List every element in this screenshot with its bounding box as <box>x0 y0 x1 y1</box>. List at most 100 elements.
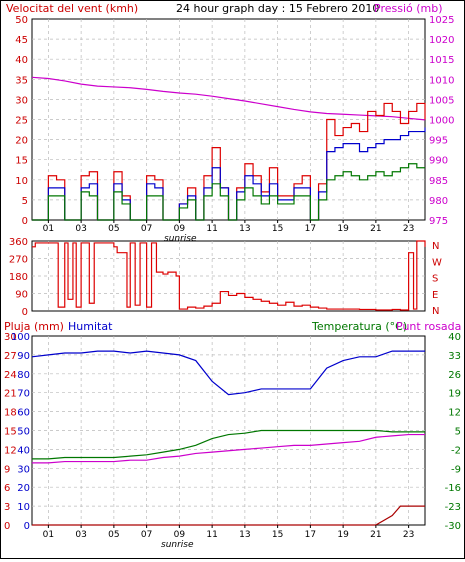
x-tick-label: 13 <box>239 224 250 234</box>
y-right-tick-label: 1020 <box>429 35 454 46</box>
y-right-tick-label: 1000 <box>429 116 454 127</box>
wind-direction-line <box>32 240 426 311</box>
y-rain-tick-label: 15 <box>4 427 17 438</box>
y-right-tick-label: 985 <box>429 176 448 187</box>
y-right-tick-label: 995 <box>429 136 448 147</box>
y-rain-tick-label: 3 <box>4 502 10 513</box>
compass-letter: E <box>432 290 438 301</box>
y-right-tick-label: 1025 <box>429 15 454 26</box>
humidity-line <box>31 350 425 396</box>
y-dir-tick-label: 270 <box>9 255 28 266</box>
y-rain-tick-label: 18 <box>4 408 17 419</box>
x-tick-label: 01 <box>43 530 54 540</box>
y-left-tick-label: 40 <box>15 55 28 66</box>
y-temp-tick-label: -23 <box>445 502 461 513</box>
y-left-tick-label: 25 <box>15 116 28 127</box>
x-tick-label: 05 <box>108 224 119 234</box>
y-humidity-tick-label: 80 <box>17 370 30 381</box>
y-rain-tick-label: 21 <box>4 389 17 400</box>
y-dir-tick-label: 0 <box>22 307 28 318</box>
y-humidity-tick-label: 50 <box>17 427 30 438</box>
y-humidity-tick-label: 100 <box>11 332 30 343</box>
x-tick-label: 09 <box>174 224 186 234</box>
x-tick-label: 07 <box>141 224 152 234</box>
y-right-tick-label: 1005 <box>429 95 454 106</box>
x-tick-label: 11 <box>206 224 217 234</box>
x-tick-label: 17 <box>305 530 316 540</box>
y-temp-tick-label: -30 <box>445 521 461 532</box>
humidity-label: Humitat <box>68 320 113 333</box>
y-dir-tick-label: 90 <box>15 290 28 301</box>
y-left-tick-label: 0 <box>22 216 28 227</box>
x-tick-label: 15 <box>272 224 283 234</box>
y-rain-tick-label: 0 <box>4 521 10 532</box>
y-rain-tick-label: 30 <box>4 332 17 343</box>
pressure-label: Pressió (mb) <box>374 2 443 15</box>
y-humidity-tick-label: 60 <box>17 408 30 419</box>
compass-letter: N <box>432 306 439 317</box>
y-right-tick-label: 990 <box>429 156 448 167</box>
x-tick-label: 03 <box>75 224 86 234</box>
sunrise-label-bottom: sunrise <box>161 540 194 550</box>
x-tick-label: 21 <box>370 224 381 234</box>
dewpoint-line <box>32 433 425 464</box>
y-rain-tick-label: 12 <box>4 445 17 456</box>
y-temp-tick-label: -16 <box>445 483 461 494</box>
y-temp-tick-label: -9 <box>451 464 461 475</box>
y-right-tick-label: 1015 <box>429 55 454 66</box>
y-left-tick-label: 15 <box>15 156 28 167</box>
y-humidity-tick-label: 90 <box>17 351 30 362</box>
y-humidity-tick-label: 0 <box>24 521 30 532</box>
y-temp-tick-label: 12 <box>448 408 461 419</box>
temperature-line <box>32 429 425 460</box>
x-tick-label: 07 <box>141 530 152 540</box>
y-temp-tick-label: 5 <box>455 427 461 438</box>
wind-pressure-panel: Velocitat del vent (kmh) 24 hour graph d… <box>6 2 454 244</box>
sunrise-label-top: sunrise <box>164 234 197 244</box>
y-left-tick-label: 5 <box>22 196 28 207</box>
compass-letter: W <box>432 257 442 268</box>
y-temp-tick-label: 19 <box>448 389 461 400</box>
x-tick-label: 23 <box>403 224 414 234</box>
compass-letter: N <box>432 241 439 252</box>
y-temp-tick-label: 33 <box>448 351 461 362</box>
x-tick-label: 05 <box>108 530 119 540</box>
pressure-line <box>31 76 426 121</box>
x-tick-label: 11 <box>206 530 217 540</box>
x-tick-label: 21 <box>370 530 381 540</box>
x-tick-label: 13 <box>239 530 250 540</box>
y-right-tick-label: 980 <box>429 196 448 207</box>
x-tick-label: 19 <box>337 530 349 540</box>
temperature-label: Temperatura (°C) <box>311 320 407 333</box>
y-humidity-tick-label: 70 <box>17 389 30 400</box>
wind-speed-label: Velocitat del vent (kmh) <box>6 2 138 15</box>
x-tick-label: 19 <box>337 224 349 234</box>
wind-low-line <box>32 163 425 221</box>
y-temp-tick-label: 40 <box>448 332 461 343</box>
y-left-tick-label: 50 <box>15 15 28 26</box>
rain-label: Pluja (mm) <box>4 320 64 333</box>
y-temp-tick-label: -2 <box>451 445 461 456</box>
y-humidity-tick-label: 20 <box>17 483 30 494</box>
x-tick-label: 17 <box>305 224 316 234</box>
rain-humidity-temperature-panel: Pluja (mm) Humitat Temperatura (°C) Punt… <box>4 320 461 550</box>
y-left-tick-label: 35 <box>15 75 28 86</box>
x-tick-label: 03 <box>75 530 86 540</box>
y-rain-tick-label: 24 <box>4 370 17 381</box>
y-temp-tick-label: 26 <box>448 370 461 381</box>
y-left-tick-label: 10 <box>15 176 28 187</box>
y-left-tick-label: 20 <box>15 136 28 147</box>
dewpoint-label: Punt rosada <box>396 320 461 333</box>
x-tick-label: 01 <box>43 224 54 234</box>
y-right-tick-label: 975 <box>429 216 448 227</box>
compass-letter: S <box>432 274 438 285</box>
y-rain-tick-label: 6 <box>4 483 10 494</box>
y-humidity-tick-label: 40 <box>17 445 30 456</box>
y-dir-tick-label: 360 <box>9 237 28 248</box>
y-humidity-tick-label: 30 <box>17 464 30 475</box>
x-tick-label: 15 <box>272 530 283 540</box>
x-tick-label: 23 <box>403 530 414 540</box>
